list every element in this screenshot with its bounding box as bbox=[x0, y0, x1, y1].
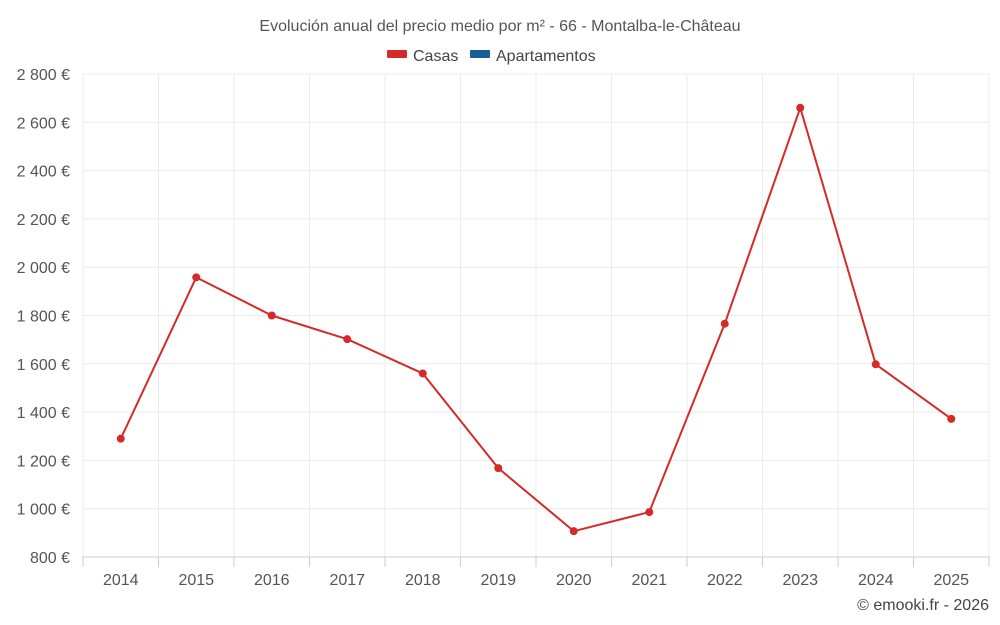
data-point[interactable] bbox=[569, 527, 578, 536]
y-tick-label: 1 800 € bbox=[17, 309, 70, 326]
x-tick-label: 2019 bbox=[480, 572, 516, 589]
chart-title: Evolución anual del precio medio por m² … bbox=[259, 18, 740, 35]
data-point[interactable] bbox=[947, 414, 956, 423]
y-tick-label: 2 400 € bbox=[17, 164, 70, 181]
legend-label-apartamentos: Apartamentos bbox=[496, 48, 596, 65]
data-point[interactable] bbox=[645, 508, 654, 517]
y-tick-label: 2 000 € bbox=[17, 260, 70, 277]
y-axis: 800 € 1 000 € 1 200 € 1 400 € 1 600 € 1 800 €… bbox=[17, 67, 70, 567]
series-layer bbox=[116, 103, 956, 536]
x-tick-label: 2017 bbox=[329, 572, 365, 589]
data-point[interactable] bbox=[267, 311, 276, 320]
series-line-casas bbox=[119, 106, 953, 533]
x-tick-label: 2024 bbox=[858, 572, 894, 589]
y-tick-label: 800 € bbox=[30, 550, 70, 567]
x-tick-label: 2018 bbox=[405, 572, 441, 589]
x-tick-label: 2014 bbox=[103, 572, 139, 589]
credits: © emooki.fr - 2026 bbox=[857, 597, 989, 614]
grid bbox=[82, 73, 990, 557]
x-axis: 2014 2015 2016 2017 2018 2019 2020 2021 2022 2023… bbox=[82, 556, 990, 589]
data-point[interactable] bbox=[192, 273, 201, 282]
x-tick-label: 2021 bbox=[631, 572, 667, 589]
legend-label-casas: Casas bbox=[413, 48, 458, 65]
x-tick-label: 2015 bbox=[178, 572, 214, 589]
data-point[interactable] bbox=[720, 319, 729, 328]
y-tick-label: 2 600 € bbox=[17, 115, 70, 132]
x-tick-label: 2023 bbox=[782, 572, 818, 589]
legend: Casas Apartamentos bbox=[387, 48, 596, 65]
data-point[interactable] bbox=[871, 360, 880, 369]
data-point[interactable] bbox=[116, 434, 125, 443]
y-tick-label: 1 600 € bbox=[17, 357, 70, 374]
y-tick-label: 1 400 € bbox=[17, 405, 70, 422]
legend-item-casas[interactable]: Casas bbox=[387, 48, 458, 65]
data-point[interactable] bbox=[494, 464, 503, 473]
y-tick-label: 2 800 € bbox=[17, 67, 70, 84]
y-tick-label: 1 200 € bbox=[17, 453, 70, 470]
legend-item-apartamentos[interactable]: Apartamentos bbox=[470, 48, 596, 65]
x-tick-label: 2022 bbox=[707, 572, 743, 589]
y-tick-label: 1 000 € bbox=[17, 502, 70, 519]
legend-swatch-apartamentos bbox=[470, 50, 490, 58]
x-tick-label: 2016 bbox=[254, 572, 290, 589]
legend-swatch-casas bbox=[387, 50, 407, 58]
data-point[interactable] bbox=[418, 369, 427, 378]
x-tick-label: 2025 bbox=[933, 572, 969, 589]
data-point[interactable] bbox=[796, 103, 805, 112]
x-tick-label: 2020 bbox=[556, 572, 592, 589]
y-tick-label: 2 200 € bbox=[17, 212, 70, 229]
data-point[interactable] bbox=[343, 335, 352, 344]
